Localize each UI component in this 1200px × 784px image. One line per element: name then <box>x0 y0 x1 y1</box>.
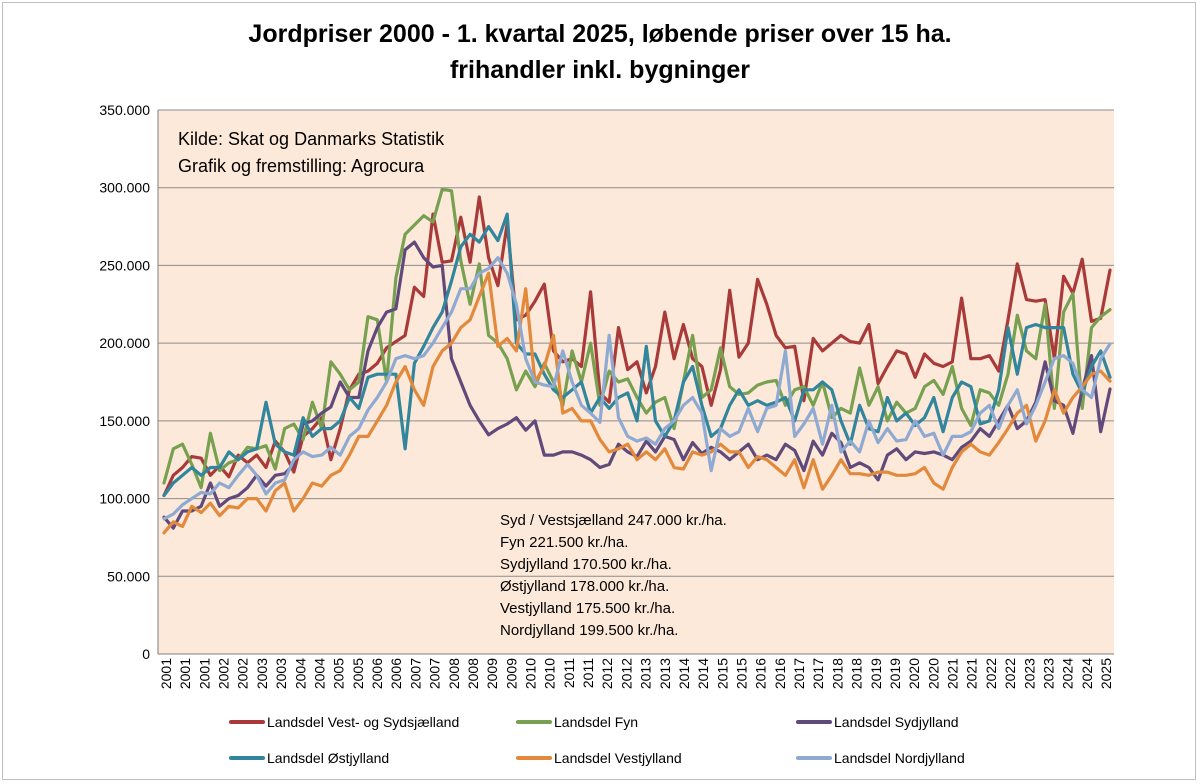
x-tick-label: 2012 <box>599 658 615 689</box>
x-tick-label: 2001 <box>177 658 193 689</box>
price-summary: Syd / Vestsjælland 247.000 kr./ha. Fyn 22… <box>500 512 727 639</box>
summary-line: Vestjylland 175.500 kr./ha. <box>500 600 675 617</box>
annotation-credit: Grafik og fremstilling: Agrocura <box>178 156 425 176</box>
x-tick-label: 2021 <box>945 658 961 689</box>
x-tick-label: 2024 <box>1079 658 1095 689</box>
legend-label: Landsdel Nordjylland <box>834 750 965 766</box>
y-tick-label: 0 <box>142 646 150 662</box>
x-tick-label: 2012 <box>618 658 634 689</box>
x-tick-label: 2020 <box>925 658 941 689</box>
x-tick-label: 2021 <box>964 658 980 689</box>
x-tick-label: 2006 <box>388 658 404 689</box>
x-tick-label: 2017 <box>810 658 826 689</box>
x-tick-label: 2008 <box>446 658 462 689</box>
x-tick-label: 2019 <box>887 658 903 689</box>
legend-label: Landsdel Sydjylland <box>834 714 959 730</box>
x-tick-label: 2013 <box>657 658 673 689</box>
x-tick-label: 2017 <box>791 658 807 689</box>
x-tick-label: 2014 <box>676 658 692 689</box>
grid-lines <box>158 109 1114 577</box>
x-tick-label: 2001 <box>158 658 174 689</box>
chart-title-line-1: Jordpriser 2000 - 1. kvartal 2025, løben… <box>248 20 951 48</box>
summary-line: Fyn 221.500 kr./ha. <box>500 534 628 551</box>
y-tick-label: 350.000 <box>99 102 150 118</box>
y-tick-label: 200.000 <box>99 335 150 351</box>
x-tick-label: 2011 <box>580 658 596 688</box>
x-tick-label: 2023 <box>1040 658 1056 689</box>
x-tick-label: 2006 <box>369 658 385 689</box>
x-tick-label: 2015 <box>714 658 730 689</box>
x-tick-label: 2022 <box>983 658 999 689</box>
series-lines <box>162 187 1112 535</box>
x-tick-label: 2018 <box>849 658 865 689</box>
x-tick-label: 2005 <box>350 658 366 689</box>
x-tick-label: 2016 <box>753 658 769 689</box>
x-tick-label: 2004 <box>311 658 327 689</box>
x-tick-label: 2010 <box>542 658 558 689</box>
series-line-4 <box>162 212 1112 498</box>
x-tick-label: 2019 <box>868 658 884 689</box>
y-tick-label: 250.000 <box>99 257 150 273</box>
x-tick-label: 2003 <box>273 658 289 689</box>
legend-label: Landsdel Vest- og Sydsjælland <box>267 714 459 730</box>
y-tick-label: 150.000 <box>99 413 150 429</box>
x-tick-label: 2005 <box>331 658 347 689</box>
x-tick-label: 2025 <box>1098 658 1114 689</box>
x-tick-label: 2002 <box>216 658 232 689</box>
summary-line: Syd / Vestsjælland 247.000 kr./ha. <box>500 512 727 529</box>
x-tick-label: 2016 <box>772 658 788 689</box>
summary-line: Østjylland 178.000 kr./ha. <box>500 578 669 595</box>
series-line-6 <box>162 256 1112 521</box>
x-tick-label: 2014 <box>695 658 711 689</box>
y-tick-label: 100.000 <box>99 491 150 507</box>
x-tick-label: 2009 <box>484 658 500 689</box>
x-tick-label: 2018 <box>829 658 845 689</box>
y-axis-labels: 0 50.000 100.000 150.000 200.000 250.000 300.0… <box>99 102 150 662</box>
y-tick-label: 300.000 <box>99 180 150 196</box>
x-tick-label: 2004 <box>292 658 308 689</box>
x-tick-label: 2011 <box>561 658 577 688</box>
legend: Landsdel Vest- og Sydsjælland Landsdel Fy… <box>229 714 965 766</box>
x-tick-label: 2023 <box>1021 658 1037 689</box>
legend-label: Landsdel Østjylland <box>267 750 389 766</box>
x-tick-label: 2024 <box>1060 658 1076 689</box>
x-tick-label: 2009 <box>503 658 519 689</box>
summary-line: Sydjylland 170.500 kr./ha. <box>500 556 672 573</box>
series-line-5 <box>162 271 1112 535</box>
x-tick-label: 2008 <box>465 658 481 689</box>
y-tick-label: 50.000 <box>107 568 150 584</box>
legend-label: Landsdel Fyn <box>554 714 638 730</box>
x-tick-label: 2002 <box>235 658 251 689</box>
x-tick-label: 2022 <box>1002 658 1018 689</box>
x-tick-label: 2003 <box>254 658 270 689</box>
x-axis-labels: 2001 2001 2001 2002 2002 2003 2003 2004 2004 2005… <box>158 658 1114 689</box>
x-tick-label: 2020 <box>906 658 922 689</box>
x-tick-label: 2001 <box>196 658 212 689</box>
summary-line: Nordjylland 199.500 kr./ha. <box>500 622 678 639</box>
x-tick-label: 2007 <box>407 658 423 689</box>
x-tick-label: 2007 <box>427 658 443 689</box>
x-tick-label: 2010 <box>522 658 538 689</box>
x-tick-label: 2015 <box>734 658 750 689</box>
chart-title-line-2: frihandler inkl. bygninger <box>450 56 750 84</box>
legend-label: Landsdel Vestjylland <box>554 750 682 766</box>
annotation-source: Kilde: Skat og Danmarks Statistik <box>178 129 445 149</box>
x-tick-label: 2013 <box>638 658 654 689</box>
